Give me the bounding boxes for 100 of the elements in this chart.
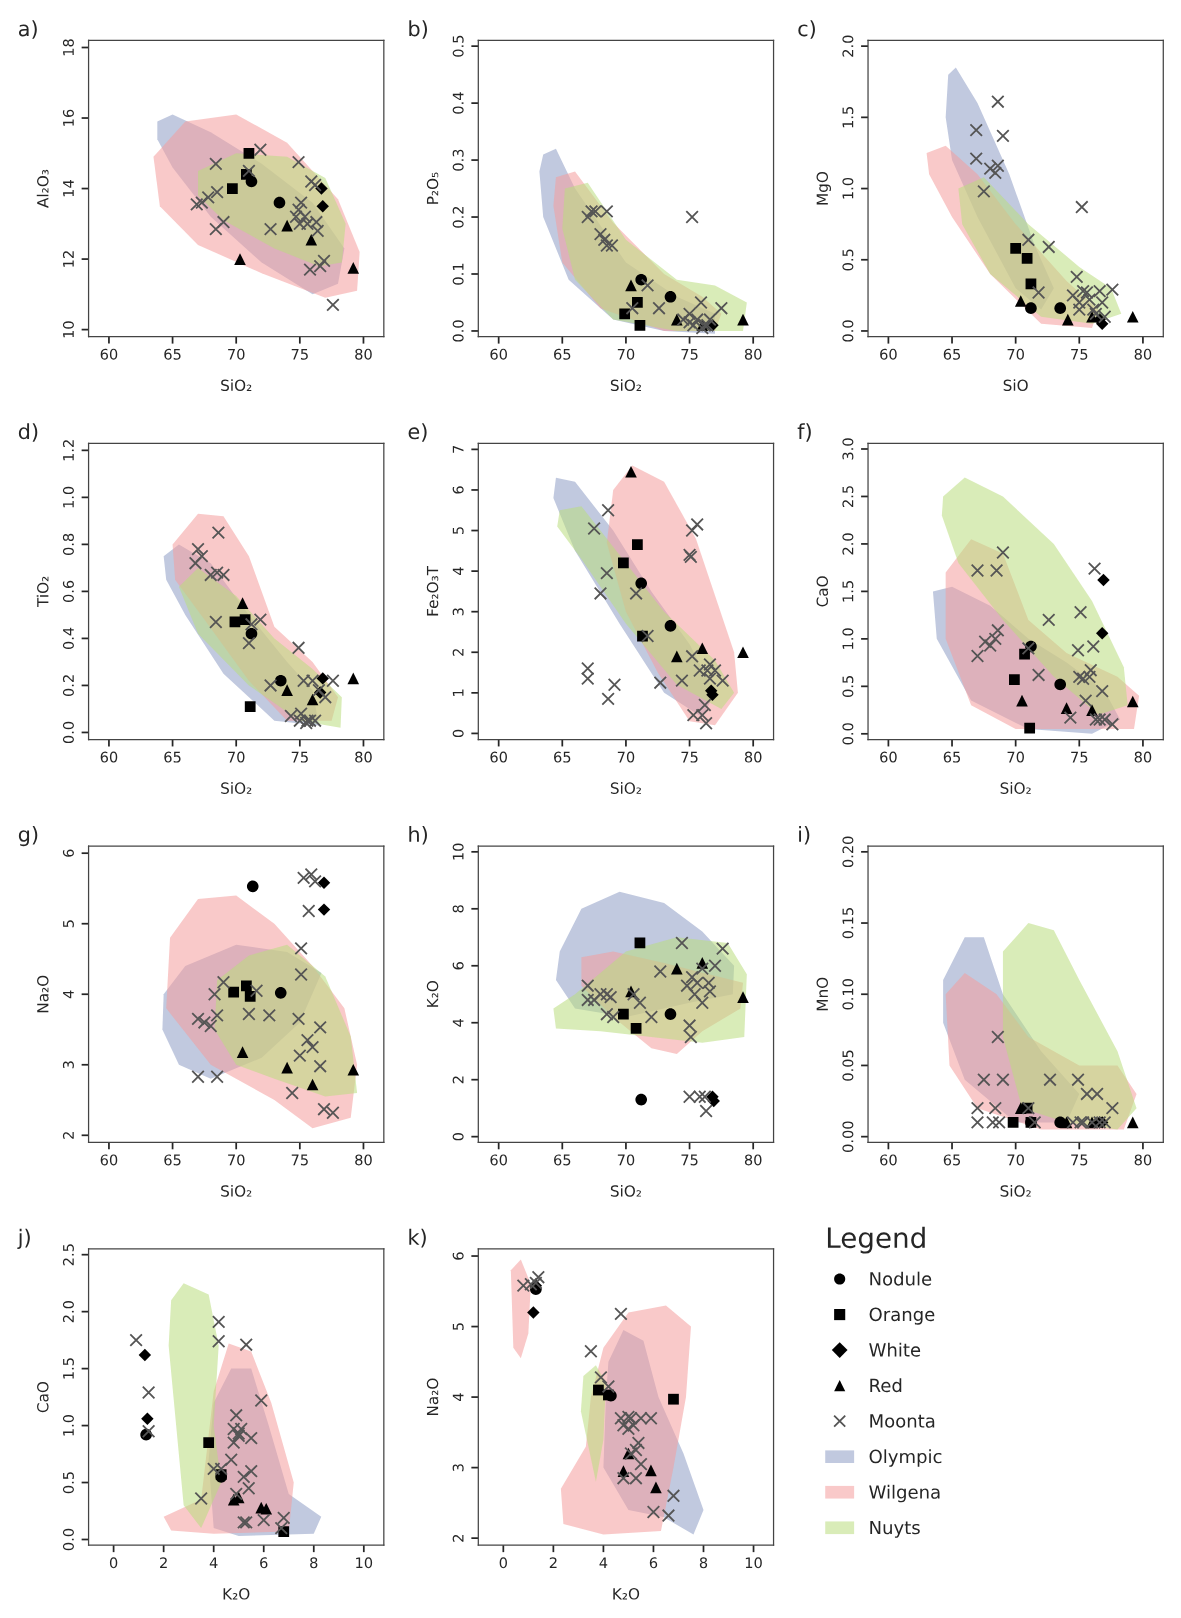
y-tick-label: 0.05 <box>842 1050 854 1081</box>
x-tick-label: 70 <box>228 348 245 360</box>
chart-title: k) <box>409 1228 426 1248</box>
x-axis-title: SiO₂ <box>221 1184 252 1197</box>
y-tick-label: 1.0 <box>842 177 854 199</box>
legend-label: Nodule <box>870 1271 932 1286</box>
y-tick-label: 0 <box>452 1132 464 1141</box>
y-tick-label: 3 <box>62 1061 74 1069</box>
y-tick-label: 6 <box>62 849 74 857</box>
y-tick-label: 5 <box>452 527 464 535</box>
y-tick-label: 0.4 <box>62 627 74 650</box>
y-tick-label: 1.0 <box>62 486 74 508</box>
y-tick-label: 2.0 <box>842 533 854 555</box>
x-tick-label: 75 <box>1071 751 1088 763</box>
legend-label: Olympic <box>869 1449 942 1467</box>
legend-title: Legend <box>827 1226 925 1254</box>
y-tick-label: 4 <box>452 1018 464 1027</box>
x-tick-label: 8 <box>310 1557 318 1569</box>
x-axis-title: SiO₂ <box>1000 1184 1031 1197</box>
x-tick-label: 65 <box>943 751 961 763</box>
x-tick-label: 70 <box>1007 751 1024 763</box>
chart-title: b) <box>409 20 428 39</box>
legend-label: Orange <box>869 1307 935 1325</box>
y-tick-label: 14 <box>63 180 74 197</box>
x-tick-label: 70 <box>1007 1154 1024 1166</box>
x-tick-label: 80 <box>355 1154 372 1166</box>
x-axis-title: SiO₂ <box>610 379 642 392</box>
x-tick-label: 0 <box>499 1557 507 1569</box>
chart-title: j) <box>17 1228 30 1249</box>
y-tick-label: 0.3 <box>452 149 464 171</box>
y-tick-label: 2 <box>62 1132 74 1139</box>
y-tick-label: 0 <box>452 729 464 738</box>
chart-title: e) <box>408 423 427 442</box>
y-tick-label: 0.8 <box>62 533 74 556</box>
y-tick-label: 2.5 <box>842 486 854 507</box>
y-tick-label: 0.5 <box>62 1472 74 1494</box>
x-tick-label: 75 <box>681 751 698 763</box>
x-tick-label: 70 <box>228 751 245 763</box>
y-axis-title: K₂O <box>426 981 439 1007</box>
y-tick-label: 4 <box>452 567 464 576</box>
y-tick-label: 1.5 <box>842 107 854 128</box>
x-tick-label: 60 <box>100 1154 118 1166</box>
y-tick-label: 6 <box>452 962 464 970</box>
x-tick-label: 75 <box>1071 348 1088 360</box>
y-tick-label: 0.20 <box>842 836 854 868</box>
x-tick-label: 70 <box>617 348 635 360</box>
x-tick-label: 2 <box>160 1557 167 1569</box>
y-tick-label: 5 <box>63 920 74 928</box>
y-tick-label: 8 <box>452 905 464 913</box>
y-tick-label: 3 <box>452 1464 464 1472</box>
y-tick-label: 6 <box>452 1252 464 1260</box>
y-tick-label: 5 <box>452 1323 464 1331</box>
x-tick-label: 65 <box>943 348 961 360</box>
y-tick-label: 1 <box>452 689 464 696</box>
x-tick-label: 65 <box>164 751 181 763</box>
x-tick-label: 70 <box>228 1154 245 1166</box>
x-tick-label: 80 <box>1134 751 1152 763</box>
y-tick-label: 10 <box>62 321 74 338</box>
y-tick-label: 1.5 <box>63 1358 74 1379</box>
x-tick-label: 0 <box>109 1557 118 1569</box>
y-tick-label: 4 <box>63 990 74 999</box>
x-tick-label: 65 <box>164 1154 181 1166</box>
y-axis-title: Fe₂O₃T <box>426 565 439 616</box>
y-axis-title: P₂O₅ <box>426 172 439 204</box>
y-tick-label: 0.10 <box>842 978 854 1010</box>
x-axis-title: SiO₂ <box>610 1184 642 1197</box>
chart-title: d) <box>18 423 38 442</box>
y-tick-label: 0.4 <box>452 92 464 114</box>
y-tick-label: 0.0 <box>62 721 74 744</box>
y-tick-label: 1.5 <box>842 581 854 602</box>
legend-label: Nuyts <box>870 1520 920 1538</box>
y-tick-label: 1.0 <box>842 628 854 649</box>
x-tick-label: 60 <box>880 1154 897 1166</box>
y-tick-label: 0.0 <box>452 320 464 342</box>
x-tick-label: 80 <box>355 348 372 360</box>
y-tick-label: 4 <box>452 1393 464 1402</box>
x-tick-label: 60 <box>490 751 507 763</box>
y-tick-label: 0.15 <box>842 908 854 939</box>
y-tick-label: 0.6 <box>62 580 74 603</box>
x-tick-label: 60 <box>880 751 897 763</box>
x-axis-title: K₂O <box>223 1588 250 1600</box>
y-tick-label: 0.2 <box>452 206 464 228</box>
y-tick-label: 3 <box>452 608 464 616</box>
y-tick-label: 10 <box>452 843 464 860</box>
x-tick-label: 60 <box>490 348 507 360</box>
y-tick-label: 6 <box>452 486 464 494</box>
y-axis-title: CaO <box>37 1381 49 1413</box>
x-tick-label: 4 <box>209 1557 218 1569</box>
chart-title: f) <box>797 423 811 442</box>
y-tick-label: 2.0 <box>62 1301 74 1323</box>
x-tick-label: 60 <box>100 348 118 360</box>
x-tick-label: 65 <box>943 1154 961 1166</box>
x-tick-label: 6 <box>260 1557 268 1569</box>
x-tick-label: 80 <box>744 751 762 763</box>
y-tick-label: 2 <box>452 1534 464 1542</box>
y-tick-label: 3.0 <box>842 438 854 460</box>
legend-label: Wilgena <box>869 1484 940 1503</box>
x-tick-label: 65 <box>554 751 571 763</box>
y-axis-title: TiO₂ <box>36 576 49 608</box>
x-tick-label: 65 <box>554 348 571 360</box>
